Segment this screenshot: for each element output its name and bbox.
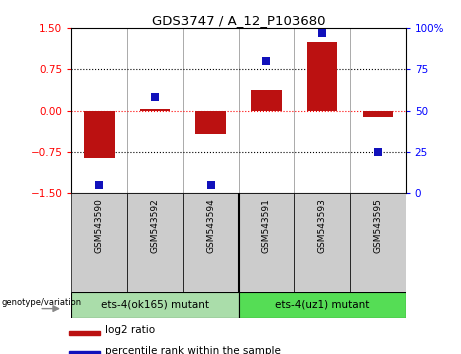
- Bar: [69, 331, 100, 335]
- Title: GDS3747 / A_12_P103680: GDS3747 / A_12_P103680: [152, 14, 325, 27]
- Text: GSM543591: GSM543591: [262, 198, 271, 253]
- Bar: [69, 351, 100, 354]
- Bar: [238, 292, 406, 318]
- Bar: [294, 193, 350, 292]
- Bar: [71, 292, 239, 318]
- Bar: [238, 193, 294, 292]
- Text: ets-4(uz1) mutant: ets-4(uz1) mutant: [275, 300, 369, 310]
- Bar: [71, 193, 127, 292]
- Text: GSM543594: GSM543594: [206, 198, 215, 253]
- Point: [95, 182, 103, 188]
- Point: [151, 95, 159, 100]
- Bar: [307, 42, 337, 111]
- Point: [207, 182, 214, 188]
- Point: [374, 149, 382, 155]
- Bar: [127, 193, 183, 292]
- Point: [263, 58, 270, 64]
- Bar: [183, 193, 238, 292]
- Text: ets-4(ok165) mutant: ets-4(ok165) mutant: [101, 300, 209, 310]
- Text: GSM543593: GSM543593: [318, 198, 327, 253]
- Text: log2 ratio: log2 ratio: [105, 325, 155, 336]
- Bar: [251, 90, 282, 111]
- Text: GSM543592: GSM543592: [150, 198, 160, 253]
- Bar: [350, 193, 406, 292]
- Text: GSM543595: GSM543595: [373, 198, 382, 253]
- Text: percentile rank within the sample: percentile rank within the sample: [105, 346, 280, 354]
- Text: genotype/variation: genotype/variation: [1, 298, 82, 307]
- Bar: [195, 111, 226, 134]
- Point: [319, 30, 326, 36]
- Bar: [140, 109, 170, 111]
- Text: GSM543590: GSM543590: [95, 198, 104, 253]
- Bar: [362, 111, 393, 117]
- Bar: [84, 111, 115, 158]
